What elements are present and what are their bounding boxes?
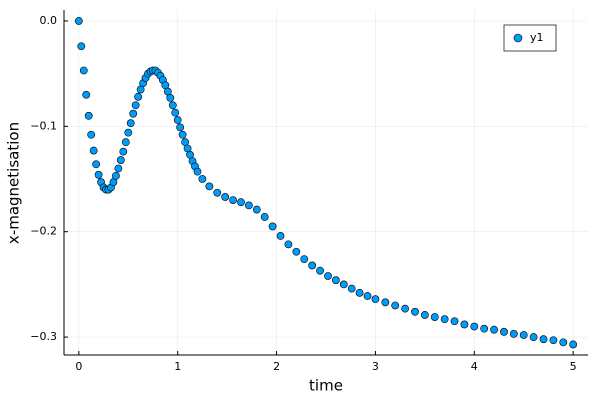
point <box>470 322 479 331</box>
point <box>284 240 293 249</box>
y-tick-label: 0.0 <box>40 14 58 27</box>
point <box>112 171 120 180</box>
x-tick-label: 5 <box>570 360 577 373</box>
point <box>82 90 91 99</box>
point <box>355 288 364 297</box>
point <box>363 292 372 300</box>
point <box>114 164 123 173</box>
point <box>176 123 185 132</box>
point <box>347 284 356 293</box>
point <box>324 272 332 280</box>
point <box>480 324 489 333</box>
point <box>391 301 400 310</box>
point <box>166 93 175 102</box>
x-tick-label: 4 <box>471 360 478 373</box>
point <box>316 266 324 275</box>
point <box>89 146 98 155</box>
point <box>308 261 317 270</box>
y-tick-label: −0.2 <box>30 225 57 238</box>
point <box>77 42 86 51</box>
point <box>420 311 429 319</box>
point <box>381 298 390 307</box>
point <box>244 201 253 210</box>
y-tick-label: −0.1 <box>30 119 57 132</box>
point <box>92 160 101 169</box>
point <box>569 340 578 349</box>
point <box>268 222 277 231</box>
point <box>237 198 245 207</box>
x-tick-label: 0 <box>75 360 82 373</box>
y-tick-label: −0.3 <box>30 330 57 343</box>
point <box>87 130 96 139</box>
legend-label: y1 <box>530 31 544 44</box>
point <box>460 320 469 329</box>
point <box>300 255 309 264</box>
point <box>519 331 528 339</box>
point <box>411 307 419 316</box>
point <box>229 196 237 204</box>
point <box>339 280 348 289</box>
point <box>94 170 103 179</box>
point <box>116 156 125 164</box>
point <box>292 247 301 256</box>
point <box>84 111 93 120</box>
point <box>134 92 143 101</box>
x-tick-label: 2 <box>273 360 280 373</box>
point <box>173 116 182 124</box>
point <box>126 119 135 128</box>
x-tick-label: 3 <box>372 360 379 373</box>
point <box>193 167 202 176</box>
point <box>430 313 439 321</box>
point <box>221 193 230 201</box>
point <box>178 130 187 139</box>
point <box>74 17 83 25</box>
x-tick-label: 1 <box>174 360 181 373</box>
legend-marker <box>513 33 523 43</box>
point <box>252 205 261 214</box>
point <box>539 335 548 344</box>
legend-box <box>503 24 557 52</box>
point <box>450 317 459 326</box>
point <box>529 333 538 341</box>
point <box>121 138 130 147</box>
point <box>119 147 128 156</box>
point <box>500 327 508 336</box>
point <box>171 108 180 117</box>
point <box>124 128 133 137</box>
point <box>549 336 558 345</box>
point <box>276 232 285 240</box>
point <box>198 175 207 183</box>
point <box>213 188 222 197</box>
point <box>440 315 449 324</box>
point <box>559 338 568 347</box>
point <box>331 276 340 285</box>
point <box>205 182 214 191</box>
point <box>401 304 409 313</box>
point <box>490 325 498 334</box>
point <box>260 213 269 221</box>
point <box>79 66 88 75</box>
y-axis-label: x-magnetisation <box>5 122 23 244</box>
point <box>168 101 177 110</box>
point <box>129 109 138 118</box>
point <box>371 295 380 304</box>
point <box>509 330 518 338</box>
point <box>131 101 140 110</box>
x-axis-label: time <box>309 377 343 395</box>
